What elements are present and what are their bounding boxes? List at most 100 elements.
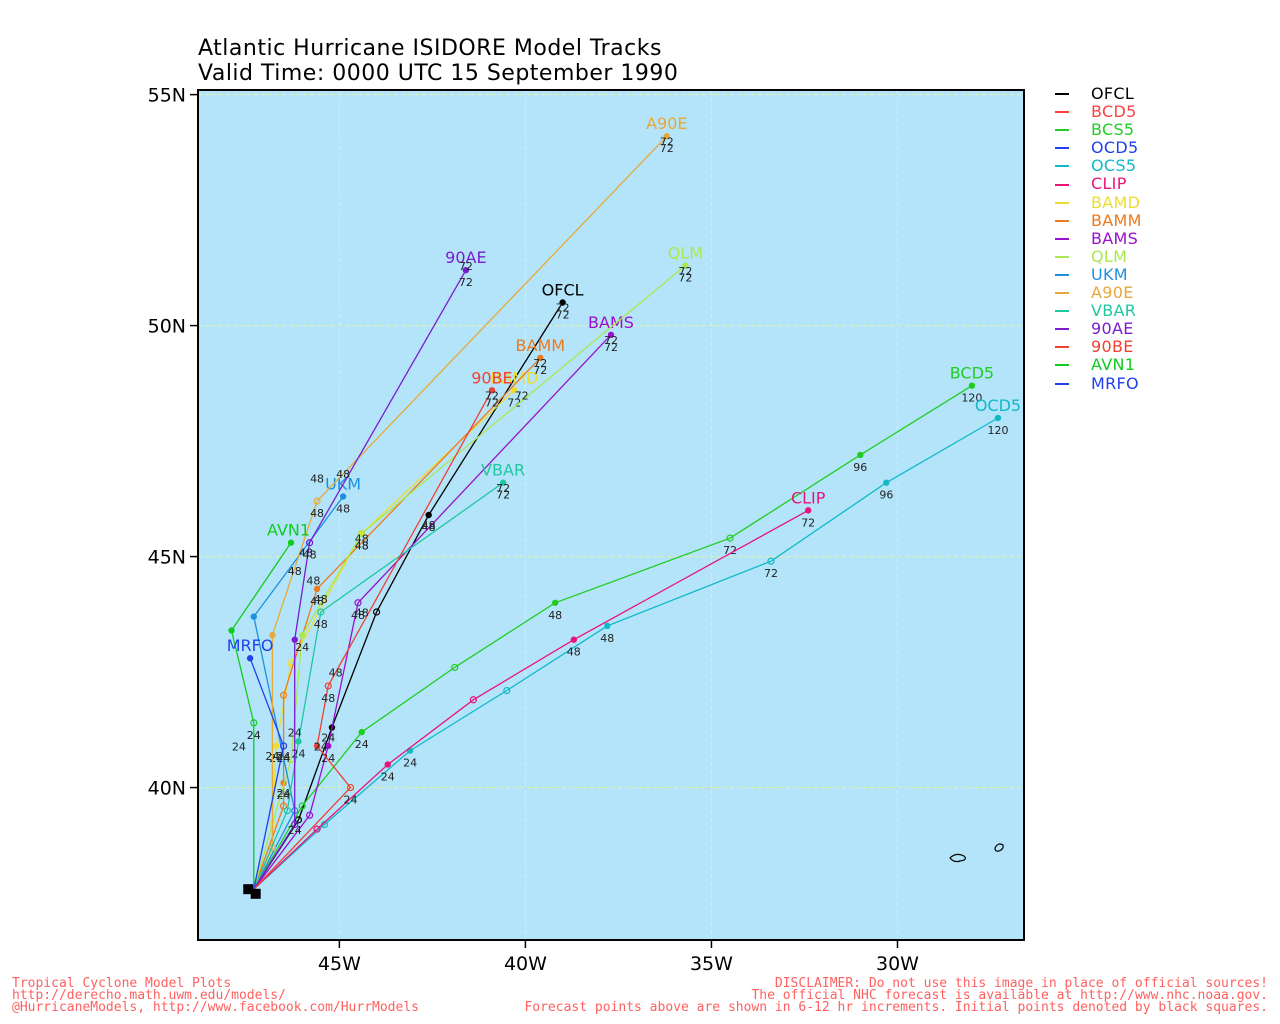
- forecast-hour-label: 72: [496, 489, 510, 502]
- track-point-clip: [384, 761, 391, 768]
- forecast-hour-label: 72: [660, 142, 674, 155]
- island-outline: [994, 843, 1004, 852]
- track-point-a90e: [313, 497, 321, 505]
- track-point-ukm: [339, 493, 347, 500]
- legend-swatch: [1055, 93, 1069, 96]
- forecast-hour-label: 48: [600, 632, 614, 645]
- track-ocs5: 24 48 72 96 120 OCD5: [253, 396, 1021, 890]
- track-end-label-avn1: AVN1: [267, 521, 310, 540]
- legend-swatch: [1055, 310, 1069, 313]
- legend-item: BCD5: [1055, 102, 1142, 121]
- track-point-bams: [325, 742, 332, 750]
- forecast-hour-label: 72: [764, 567, 778, 580]
- track-point-90be: [313, 742, 321, 750]
- legend-item: OCD5: [1055, 139, 1142, 157]
- forecast-hour-label: 96: [879, 489, 893, 502]
- forecast-hour-label: 24: [288, 824, 302, 837]
- legend-label: A90E: [1091, 283, 1134, 303]
- forecast-hour-label: 24: [295, 641, 309, 654]
- track-point-ocs5: [994, 414, 1002, 422]
- forecast-hour-label: 48: [355, 533, 369, 546]
- track-point-bcs5: [968, 382, 976, 389]
- track-point-90be: [488, 387, 496, 394]
- forecast-hour-labels: 2424242424242424484848484848484848487272…: [232, 135, 692, 836]
- track-point-bcs5: [358, 728, 365, 736]
- track-mrfo: 24 MRFO: [227, 636, 291, 890]
- footer-right-line-3: Forecast points above are shown in 6-12 …: [524, 1000, 1268, 1015]
- forecast-hour-label: 72: [485, 390, 499, 403]
- track-point-avn1: [250, 719, 258, 727]
- legend-label: BAMS: [1091, 228, 1139, 248]
- forecast-hour-label: 48: [351, 609, 365, 622]
- track-point-clip: [469, 696, 477, 704]
- forecast-hour-label: 24: [277, 752, 291, 765]
- track-point-bamm: [279, 691, 288, 699]
- forecast-hour-label: 24: [355, 738, 369, 751]
- track-point-avn1: [228, 627, 235, 634]
- legend-item: OFCL: [1055, 84, 1142, 103]
- model-tracks: 4872OFCL24487296120BCD524487296120OCD524…: [227, 114, 1021, 890]
- lon-tick-label: 35W: [690, 953, 733, 975]
- legend-label: 90AE: [1091, 319, 1134, 339]
- forecast-hour-label: 72: [723, 544, 737, 557]
- legend-label: OCD5: [1091, 138, 1139, 158]
- track-point-bams: [354, 599, 362, 607]
- legend-swatch: [1055, 364, 1069, 367]
- forecast-hour-label: 48: [355, 539, 369, 552]
- track-bamm: 24 48 72 BAMM: [253, 336, 565, 890]
- island-outline: [949, 853, 966, 863]
- chart-title: Atlantic Hurricane ISIDORE Model Tracks …: [198, 36, 678, 86]
- forecast-hour-label: 48: [329, 667, 343, 680]
- forecast-hour-label: 24: [247, 729, 261, 742]
- grid-lines: [198, 90, 1024, 940]
- track-point-clip: [313, 825, 321, 833]
- forecast-hour-label: 96: [853, 461, 867, 474]
- footer-right: DISCLAIMER: Do not use this image in pla…: [524, 977, 1268, 1015]
- legend-label: MRFO: [1091, 373, 1139, 393]
- legend-item: AVN1: [1055, 356, 1142, 374]
- lat-tick-label: 50N: [148, 316, 186, 338]
- track-point-bcs5: [298, 802, 306, 810]
- track-point-clip: [804, 507, 812, 514]
- track-vbar: 24 48 72 VBAR: [253, 461, 525, 890]
- forecast-hour-label: 48: [310, 473, 324, 486]
- forecast-hour-label: 72: [496, 482, 510, 495]
- track-point-bamm: [313, 585, 321, 593]
- track-point-qlm: [287, 756, 295, 764]
- track-line-mrfo: [249, 657, 285, 890]
- track-end-label-90ae: 90AE: [445, 248, 486, 267]
- track-point-ocs5: [503, 686, 511, 695]
- forecast-hour-label: 72: [678, 265, 692, 278]
- track-end-label-bams: BAMS: [588, 313, 634, 332]
- track-end-label-qlm: QLM: [668, 244, 703, 263]
- title-line-2: Valid Time: 0000 UTC 15 September 1990: [198, 61, 679, 86]
- track-point-ofcl: [294, 816, 303, 824]
- legend-swatch: [1055, 183, 1069, 186]
- legend-swatch: [1055, 346, 1069, 349]
- track-point-a90e: [269, 631, 276, 639]
- forecast-hour-label: 48: [314, 618, 328, 631]
- track-end-label-vbar: VBAR: [481, 461, 525, 480]
- track-point-bamd: [511, 387, 518, 394]
- track-point-ukm: [250, 613, 258, 620]
- track-end-label-a90e: A90E: [646, 114, 687, 133]
- forecast-hour-label: 72: [678, 272, 692, 285]
- legend-label: UKM: [1091, 264, 1128, 284]
- track-point-bamm: [279, 802, 288, 810]
- legend-swatch: [1055, 219, 1069, 222]
- track-point-avn1: [287, 539, 295, 546]
- legend-item: MRFO: [1055, 373, 1142, 393]
- track-end-label-ocs5: OCD5: [975, 396, 1021, 415]
- forecast-hour-label: 48: [548, 609, 562, 622]
- legend-label: OCS5: [1091, 156, 1137, 176]
- lon-tick-label: 30W: [876, 953, 919, 975]
- forecast-hour-label: 48: [336, 503, 350, 516]
- lon-tick-label: 45W: [318, 953, 361, 975]
- forecast-hour-label: 48: [321, 692, 335, 705]
- track-end-label-clip: CLIP: [791, 488, 826, 507]
- track-point-ocs5: [604, 622, 611, 630]
- legend-label: AVN1: [1091, 355, 1136, 375]
- forecast-hour-label: 72: [507, 396, 521, 409]
- legend-item: VBAR: [1055, 302, 1142, 320]
- track-point-ofcl: [372, 608, 381, 616]
